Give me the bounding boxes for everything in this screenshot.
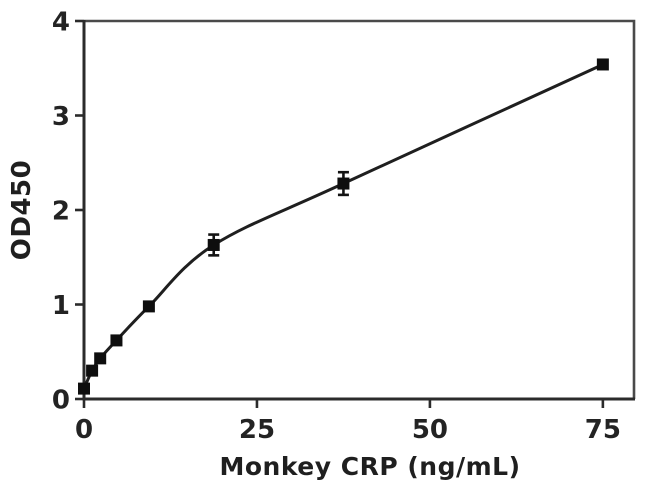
data-point: [596, 58, 609, 71]
data-point: [94, 352, 107, 365]
y-tick-label: 2: [52, 197, 70, 227]
data-point: [78, 382, 90, 395]
data-point: [337, 177, 350, 190]
plot-frame: [84, 19, 636, 399]
data-point: [110, 334, 123, 347]
y-tick-label: 0: [52, 386, 70, 416]
data-point: [207, 238, 220, 251]
data-point: [142, 300, 155, 313]
y-tick-label: 1: [52, 291, 70, 321]
data-point: [86, 364, 99, 377]
x-tick-label: 0: [75, 415, 93, 445]
y-tick-label: 3: [52, 102, 70, 132]
x-tick-label: 25: [239, 415, 275, 445]
y-tick-label: 4: [52, 8, 70, 38]
x-tick-label: 75: [585, 415, 621, 445]
x-tick-label: 50: [412, 415, 448, 445]
fit-curve: [82, 63, 605, 391]
x-axis-title: Monkey CRP (ng/mL): [219, 452, 521, 481]
y-axis-title: OD450: [7, 159, 37, 261]
